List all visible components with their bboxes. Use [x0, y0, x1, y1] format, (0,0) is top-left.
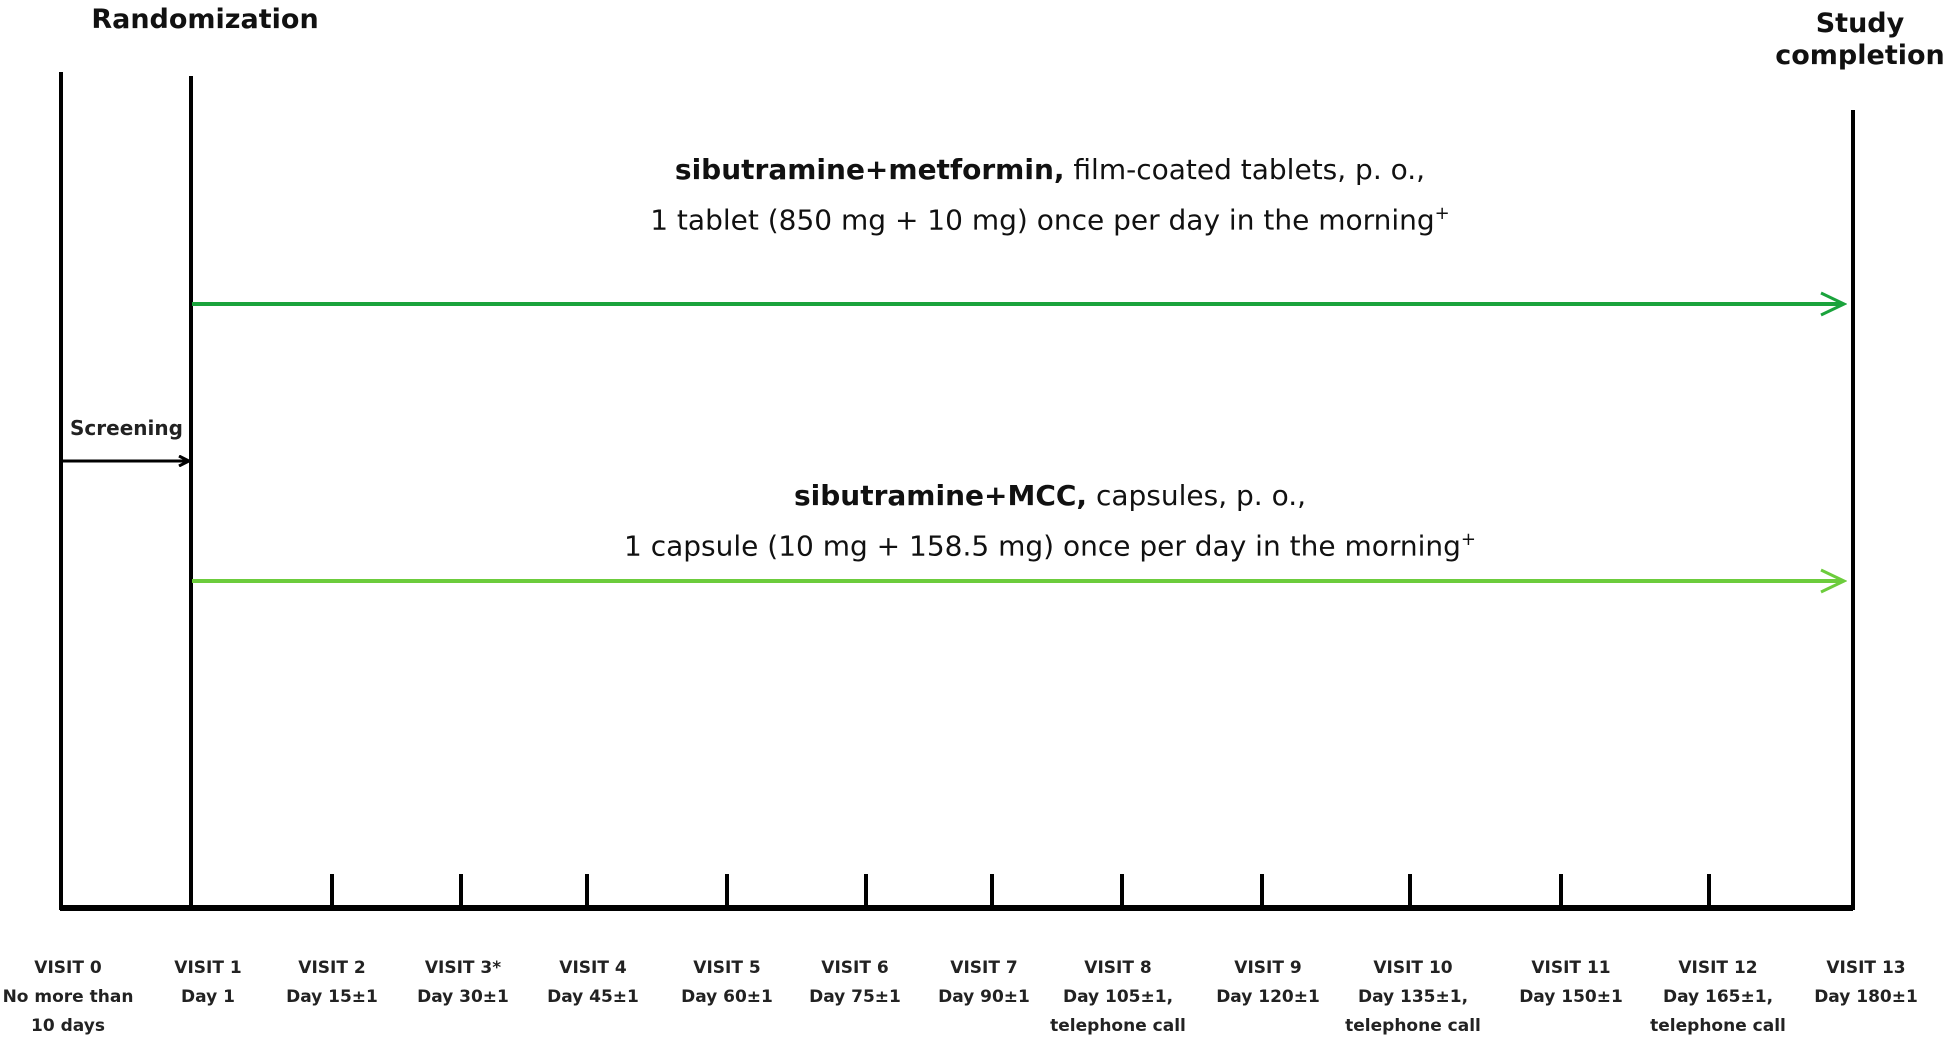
visit-ticks — [330, 874, 1711, 908]
visit-detail: Day 15±1 — [286, 987, 378, 1007]
visit-name: VISIT 12 — [1678, 958, 1758, 978]
visit-label: VISIT 6 Day 75±1 — [775, 954, 935, 1012]
visit-label: VISIT 10 Day 135±1, telephone call — [1333, 954, 1493, 1041]
arm2-line2: 1 capsule (10 mg + 158.5 mg) once per da… — [300, 518, 1800, 568]
arm1-label: sibutramine+metformin, film-coated table… — [300, 148, 1800, 242]
visit-detail: Day 120±1 — [1216, 987, 1320, 1007]
arm2-form: capsules, p. o., — [1087, 479, 1307, 512]
visit-name: VISIT 13 — [1826, 958, 1906, 978]
arm2-dose: 1 capsule (10 mg + 158.5 mg) once per da… — [623, 529, 1461, 563]
visit-detail: telephone call — [1050, 1016, 1186, 1036]
arm1-line2: 1 tablet (850 mg + 10 mg) once per day i… — [300, 192, 1800, 242]
visit-label: VISIT 4 Day 45±1 — [513, 954, 673, 1012]
arm1-line1: sibutramine+metformin, film-coated table… — [300, 148, 1800, 192]
study-completion-line1: Study — [1815, 8, 1905, 39]
visit-name: VISIT 6 — [821, 958, 889, 978]
visit-name: VISIT 9 — [1234, 958, 1302, 978]
study-completion-header: Study completion — [1770, 8, 1949, 72]
arm1-drug: sibutramine+metformin, — [674, 153, 1065, 186]
visit-name: VISIT 2 — [298, 958, 366, 978]
visit-detail: Day 105±1, — [1062, 987, 1174, 1007]
visit-detail: Day 180±1 — [1814, 987, 1918, 1007]
visit-name: VISIT 5 — [693, 958, 761, 978]
visit-name: VISIT 0 — [34, 958, 102, 978]
screening-label: Screening — [70, 416, 183, 440]
arm2-line1: sibutramine+MCC, capsules, p. o., — [300, 474, 1800, 518]
study-completion-line2: completion — [1775, 40, 1945, 71]
visit-label: VISIT 8 Day 105±1, telephone call — [1038, 954, 1198, 1041]
visit-label: VISIT 3* Day 30±1 — [383, 954, 543, 1012]
visit-label: VISIT 5 Day 60±1 — [647, 954, 807, 1012]
visit-detail: Day 135±1, — [1357, 987, 1469, 1007]
visit-detail: No more than — [2, 987, 134, 1007]
visit-detail: Day 30±1 — [417, 987, 509, 1007]
arm2-drug: sibutramine+MCC, — [793, 479, 1088, 512]
visit-detail: Day 1 — [181, 987, 235, 1007]
visit-detail: Day 165±1, — [1662, 987, 1774, 1007]
arm1-mark: + — [1434, 203, 1450, 224]
visit-name: VISIT 7 — [950, 958, 1018, 978]
visit-detail: Day 150±1 — [1519, 987, 1623, 1007]
arm1-dose: 1 tablet (850 mg + 10 mg) once per day i… — [650, 203, 1435, 237]
arm2-mark: + — [1460, 529, 1477, 550]
visit-label: VISIT 13 Day 180±1 — [1786, 954, 1946, 1012]
arm1-form: film-coated tablets, p. o., — [1064, 153, 1426, 186]
visit-detail: Day 60±1 — [681, 987, 773, 1007]
randomization-header: Randomization — [91, 4, 319, 35]
visit-name: VISIT 4 — [559, 958, 627, 978]
visit-label: VISIT 0 No more than 10 days — [0, 954, 148, 1041]
visit-detail: Day 75±1 — [809, 987, 901, 1007]
visit-name: VISIT 8 — [1084, 958, 1152, 978]
visit-label: VISIT 12 Day 165±1, telephone call — [1638, 954, 1798, 1041]
visit-name: VISIT 3* — [424, 958, 502, 978]
visit-detail: telephone call — [1650, 1016, 1786, 1036]
visit-detail: Day 90±1 — [938, 987, 1030, 1007]
visit-detail: 10 days — [31, 1016, 105, 1036]
visit-name: VISIT 1 — [174, 958, 242, 978]
visit-name: VISIT 11 — [1531, 958, 1611, 978]
visit-detail: telephone call — [1345, 1016, 1481, 1036]
visit-label: VISIT 7 Day 90±1 — [904, 954, 1064, 1012]
visit-label: VISIT 1 Day 1 — [128, 954, 288, 1012]
visit-detail: Day 45±1 — [547, 987, 639, 1007]
visit-label: VISIT 2 Day 15±1 — [252, 954, 412, 1012]
visit-name: VISIT 10 — [1373, 958, 1453, 978]
visit-label: VISIT 11 Day 150±1 — [1491, 954, 1651, 1012]
arm2-label: sibutramine+MCC, capsules, p. o., 1 caps… — [300, 474, 1800, 568]
visit-label: VISIT 9 Day 120±1 — [1188, 954, 1348, 1012]
